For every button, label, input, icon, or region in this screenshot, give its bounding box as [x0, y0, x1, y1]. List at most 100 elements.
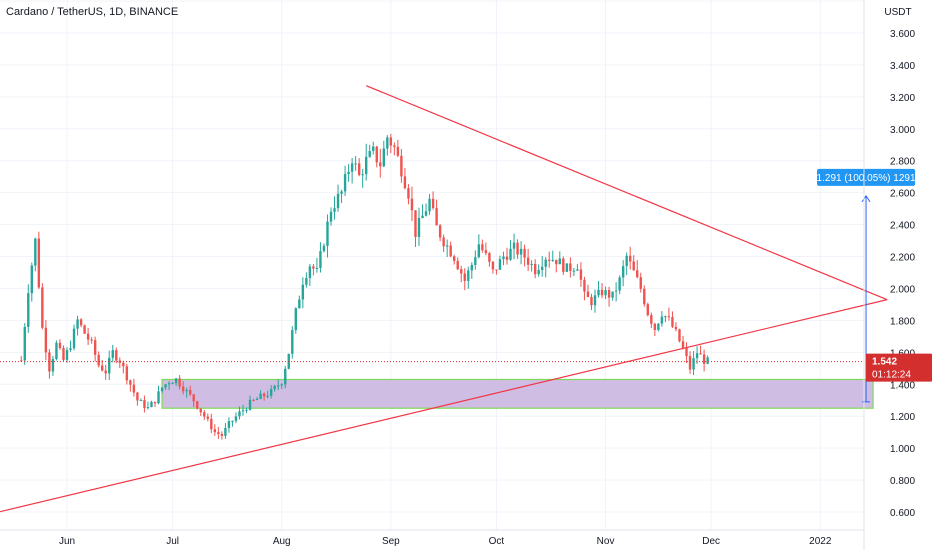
candle-body	[590, 297, 593, 306]
candle-body	[562, 258, 565, 272]
candle-body	[146, 407, 150, 409]
candle-body	[470, 264, 473, 271]
candle-body	[660, 316, 664, 324]
candle-body	[301, 284, 305, 300]
support-zone[interactable]	[161, 378, 874, 409]
candle-body	[143, 400, 146, 409]
x-tick-label: 2022	[809, 536, 832, 547]
candle-body	[308, 266, 312, 279]
candle-body	[523, 248, 526, 258]
x-tick-label: Nov	[597, 536, 615, 547]
candle-body	[118, 360, 121, 363]
candle-body	[58, 342, 62, 348]
candle-body	[407, 188, 410, 199]
candle-body	[315, 267, 319, 269]
candle-body	[533, 263, 537, 275]
candle-body	[255, 398, 259, 401]
candle-body	[93, 340, 97, 355]
candle-body	[234, 416, 238, 421]
candle-body	[160, 387, 164, 392]
candle-body	[122, 362, 125, 367]
candle-body	[139, 400, 143, 402]
candle-body	[646, 304, 649, 316]
candle-body	[379, 162, 382, 167]
candle-body	[217, 432, 220, 435]
x-tick-label: Jun	[59, 536, 75, 547]
candle-body	[319, 251, 322, 268]
candle-body	[519, 248, 523, 255]
candle-body	[477, 244, 481, 258]
candle-body	[579, 269, 583, 280]
candle-body	[312, 266, 315, 269]
price-tag: 1.542 01:12:24	[866, 353, 932, 382]
candle-body	[460, 269, 463, 274]
candle-body	[178, 378, 181, 387]
candle-body	[164, 384, 167, 388]
candle-body	[357, 163, 361, 176]
candle-body	[445, 245, 449, 247]
candle-body	[551, 259, 554, 261]
y-tick-label: 2.200	[890, 253, 915, 264]
candle-body	[674, 326, 678, 330]
candle-body	[333, 208, 336, 212]
candle-body	[400, 155, 403, 177]
candle-body	[516, 242, 519, 255]
candle-body	[488, 253, 491, 262]
candle-body	[386, 137, 389, 149]
candle-body	[203, 412, 206, 417]
candle-body	[498, 259, 502, 270]
candle-body	[396, 146, 400, 156]
candle-body	[62, 347, 65, 360]
candle-body	[428, 198, 431, 212]
candle-body	[607, 289, 611, 298]
x-tick-label: Oct	[489, 536, 505, 547]
candle-body	[227, 421, 231, 428]
candle-body	[241, 410, 245, 412]
candle-body	[593, 295, 597, 306]
candle-body	[111, 350, 114, 358]
candle-body	[245, 409, 248, 411]
trendlines[interactable]	[0, 85, 888, 519]
y-tick-label: 1.400	[890, 380, 915, 391]
x-tick-label: Aug	[273, 536, 291, 547]
candle-body	[189, 389, 192, 395]
candle-body	[604, 289, 607, 296]
candle-body	[129, 380, 132, 385]
y-unit-label: USDT	[884, 7, 911, 18]
candle-body	[558, 258, 561, 265]
candle-body	[259, 393, 262, 399]
candle-body	[199, 408, 202, 413]
candle-body	[442, 237, 445, 247]
candle-body	[484, 250, 488, 254]
candle-body	[76, 319, 79, 329]
candle-body	[583, 279, 586, 292]
candle-body	[431, 198, 435, 209]
candle-body	[600, 289, 604, 296]
candle-body	[167, 383, 171, 385]
candle-body	[414, 210, 417, 237]
candle-body	[51, 359, 55, 372]
price-tag-value: 1.542	[872, 357, 897, 368]
candle-body	[424, 211, 428, 216]
candle-body	[336, 193, 340, 209]
y-tick-label: 2.400	[890, 221, 915, 232]
candle-body	[343, 174, 347, 192]
candle-body	[495, 269, 498, 271]
y-tick-label: 1.200	[890, 412, 915, 423]
candle-body	[153, 401, 157, 404]
candle-body	[463, 273, 466, 281]
candle-body	[248, 399, 252, 410]
y-tick-label: 2.600	[890, 189, 915, 200]
candle-body	[132, 384, 136, 393]
candle-body	[101, 365, 104, 371]
candle-body	[650, 315, 653, 324]
candle-body	[614, 290, 618, 292]
candle-body	[438, 225, 442, 238]
candle-body	[417, 217, 421, 237]
candle-body	[403, 176, 407, 189]
candle-body	[86, 333, 90, 340]
candle-body	[340, 191, 343, 194]
candle-body	[125, 366, 129, 381]
y-tick-label: 2.800	[890, 157, 915, 168]
